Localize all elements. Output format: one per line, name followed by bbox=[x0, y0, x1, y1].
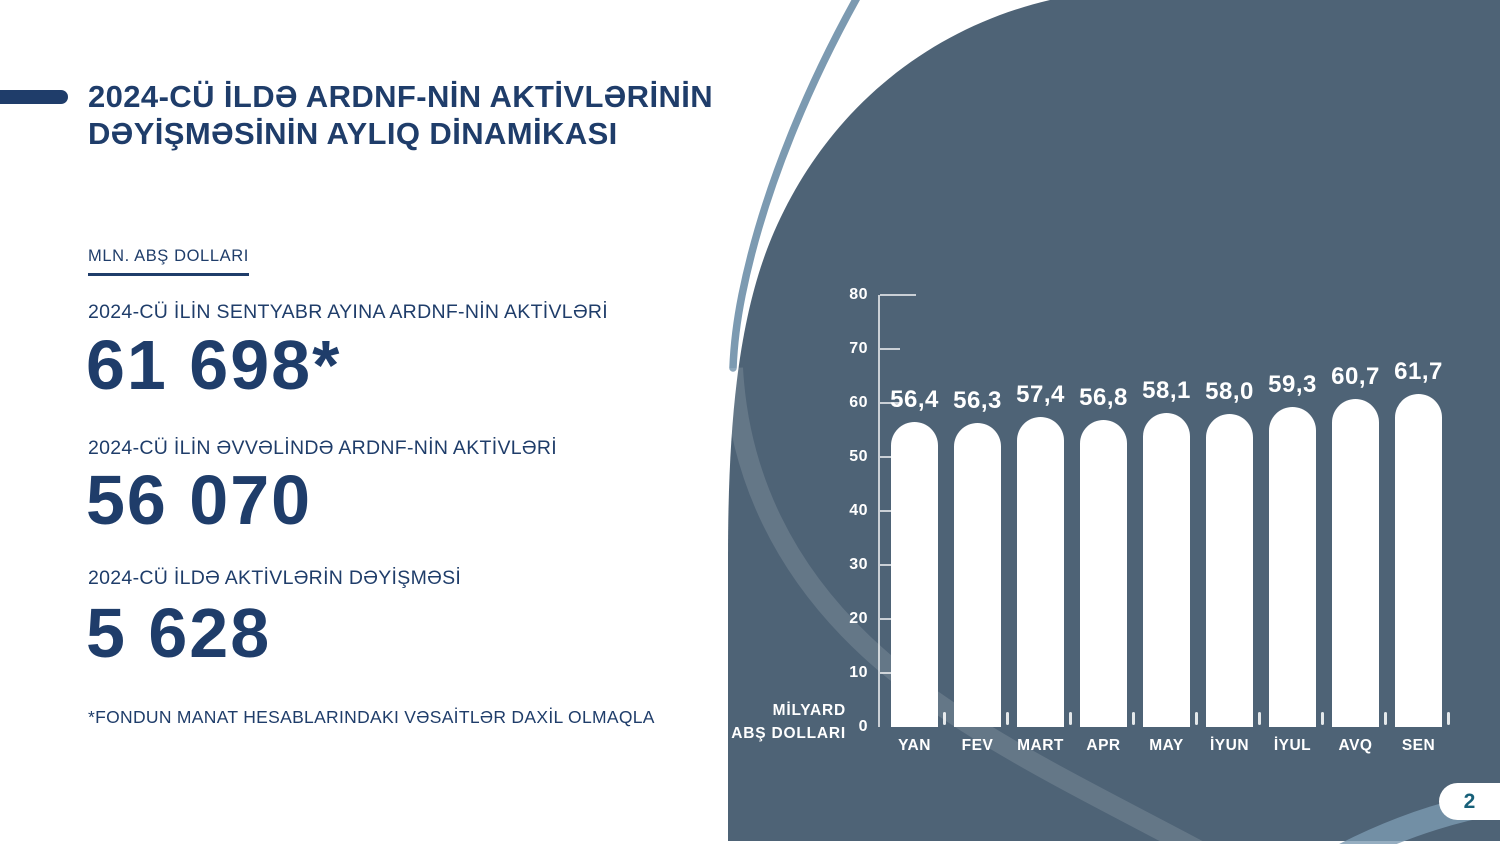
bar bbox=[891, 422, 938, 727]
bar-value-label: 56,4 bbox=[890, 386, 939, 414]
x-axis-label: AVQ bbox=[1338, 737, 1373, 754]
edge-curve bbox=[729, 0, 860, 372]
bar-value-label: 58,1 bbox=[1142, 377, 1191, 405]
y-tick bbox=[880, 348, 900, 350]
bar bbox=[1206, 413, 1253, 727]
page-title-line2: DƏYİŞMƏSİNİN AYLIQ DİNAMİKASI bbox=[88, 116, 618, 151]
accent-dash bbox=[0, 90, 68, 104]
y-tick bbox=[880, 510, 900, 512]
x-axis-label: İYUL bbox=[1273, 737, 1312, 754]
stat-value-year-start-assets: 56 070 bbox=[86, 461, 313, 539]
x-axis-tick bbox=[1384, 712, 1387, 725]
x-axis-label: MART bbox=[1017, 737, 1064, 754]
chart-plot: 0 10 20 30 40 50 60 70 80 56,4 YAN 56,3 FEV 57,4 MART 5… bbox=[849, 286, 1470, 754]
bar-value-label: 56,8 bbox=[1079, 384, 1128, 412]
footnote: *FONDUN MANAT HESABLARINDAKI VƏSAİTLƏR D… bbox=[88, 707, 655, 727]
bar bbox=[1143, 413, 1190, 727]
stat-label-year-start-assets: 2024-CÜ İLİN ƏVVƏLİNDƏ ARDNF-NİN AKTİVLƏ… bbox=[88, 437, 557, 459]
y-tick-label: 0 bbox=[858, 718, 868, 735]
y-tick bbox=[880, 294, 916, 296]
x-axis-label: MAY bbox=[1149, 737, 1184, 754]
bar-value-label: 56,3 bbox=[953, 386, 1002, 414]
bar bbox=[1332, 399, 1379, 727]
x-axis-label: FEV bbox=[961, 737, 994, 754]
y-tick-label: 10 bbox=[849, 664, 868, 681]
bar-value-label: 57,4 bbox=[1016, 381, 1065, 409]
bar bbox=[1269, 406, 1316, 727]
page-title-line1: 2024-CÜ İLDƏ ARDNF-NİN AKTİVLƏRİNİN bbox=[88, 79, 714, 114]
x-axis-label: YAN bbox=[898, 737, 931, 754]
x-axis-tick bbox=[1258, 712, 1261, 725]
y-tick bbox=[880, 564, 900, 566]
x-axis-tick bbox=[1195, 712, 1198, 725]
x-axis-tick bbox=[1006, 712, 1009, 725]
bar bbox=[1395, 393, 1442, 727]
y-tick bbox=[880, 456, 900, 458]
bar-value-label: 61,7 bbox=[1394, 357, 1443, 385]
page-title: 2024-CÜ İLDƏ ARDNF-NİN AKTİVLƏRİNİN DƏYİ… bbox=[88, 78, 713, 152]
x-axis-label: SEN bbox=[1401, 737, 1436, 754]
y-tick-label: 70 bbox=[849, 340, 868, 357]
bar bbox=[954, 422, 1001, 727]
stat-value-assets-change: 5 628 bbox=[86, 594, 272, 672]
stat-label-assets-change: 2024-CÜ İLDƏ AKTİVLƏRİN DƏYİŞMƏSİ bbox=[88, 567, 462, 589]
x-axis-label: APR bbox=[1086, 737, 1121, 754]
bar bbox=[1080, 420, 1127, 727]
y-tick-label: 80 bbox=[849, 286, 868, 303]
x-axis-tick bbox=[1447, 712, 1450, 725]
x-axis-tick bbox=[1321, 712, 1324, 725]
y-tick bbox=[880, 672, 900, 674]
y-axis-title: MİLYARD ABŞ DOLLARI bbox=[731, 702, 846, 742]
x-axis-tick bbox=[1132, 712, 1135, 725]
bar bbox=[1017, 417, 1064, 727]
bar-value-label: 58,0 bbox=[1205, 377, 1254, 405]
x-axis-tick bbox=[1069, 712, 1072, 725]
y-tick bbox=[880, 402, 900, 404]
y-tick bbox=[880, 618, 900, 620]
bar-value-label: 60,7 bbox=[1331, 363, 1380, 391]
unit-label: MLN. ABŞ DOLLARI bbox=[88, 247, 249, 276]
inner-swoosh bbox=[723, 367, 1203, 844]
y-tick-label: 40 bbox=[849, 502, 868, 519]
page-number-pill: 2 bbox=[1439, 783, 1500, 820]
y-tick-label: 20 bbox=[849, 610, 868, 627]
x-axis-tick bbox=[943, 712, 946, 725]
page-number: 2 bbox=[1463, 789, 1476, 813]
bar-value-label: 59,3 bbox=[1268, 370, 1317, 398]
y-tick-label: 50 bbox=[849, 448, 868, 465]
stat-value-september-assets: 61 698* bbox=[86, 326, 342, 404]
y-tick-label: 60 bbox=[849, 394, 868, 411]
x-axis-label: İYUN bbox=[1209, 737, 1250, 754]
y-tick-label: 30 bbox=[849, 556, 868, 573]
stat-label-september-assets: 2024-CÜ İLİN SENTYABR AYINA ARDNF-NİN AK… bbox=[88, 301, 609, 323]
